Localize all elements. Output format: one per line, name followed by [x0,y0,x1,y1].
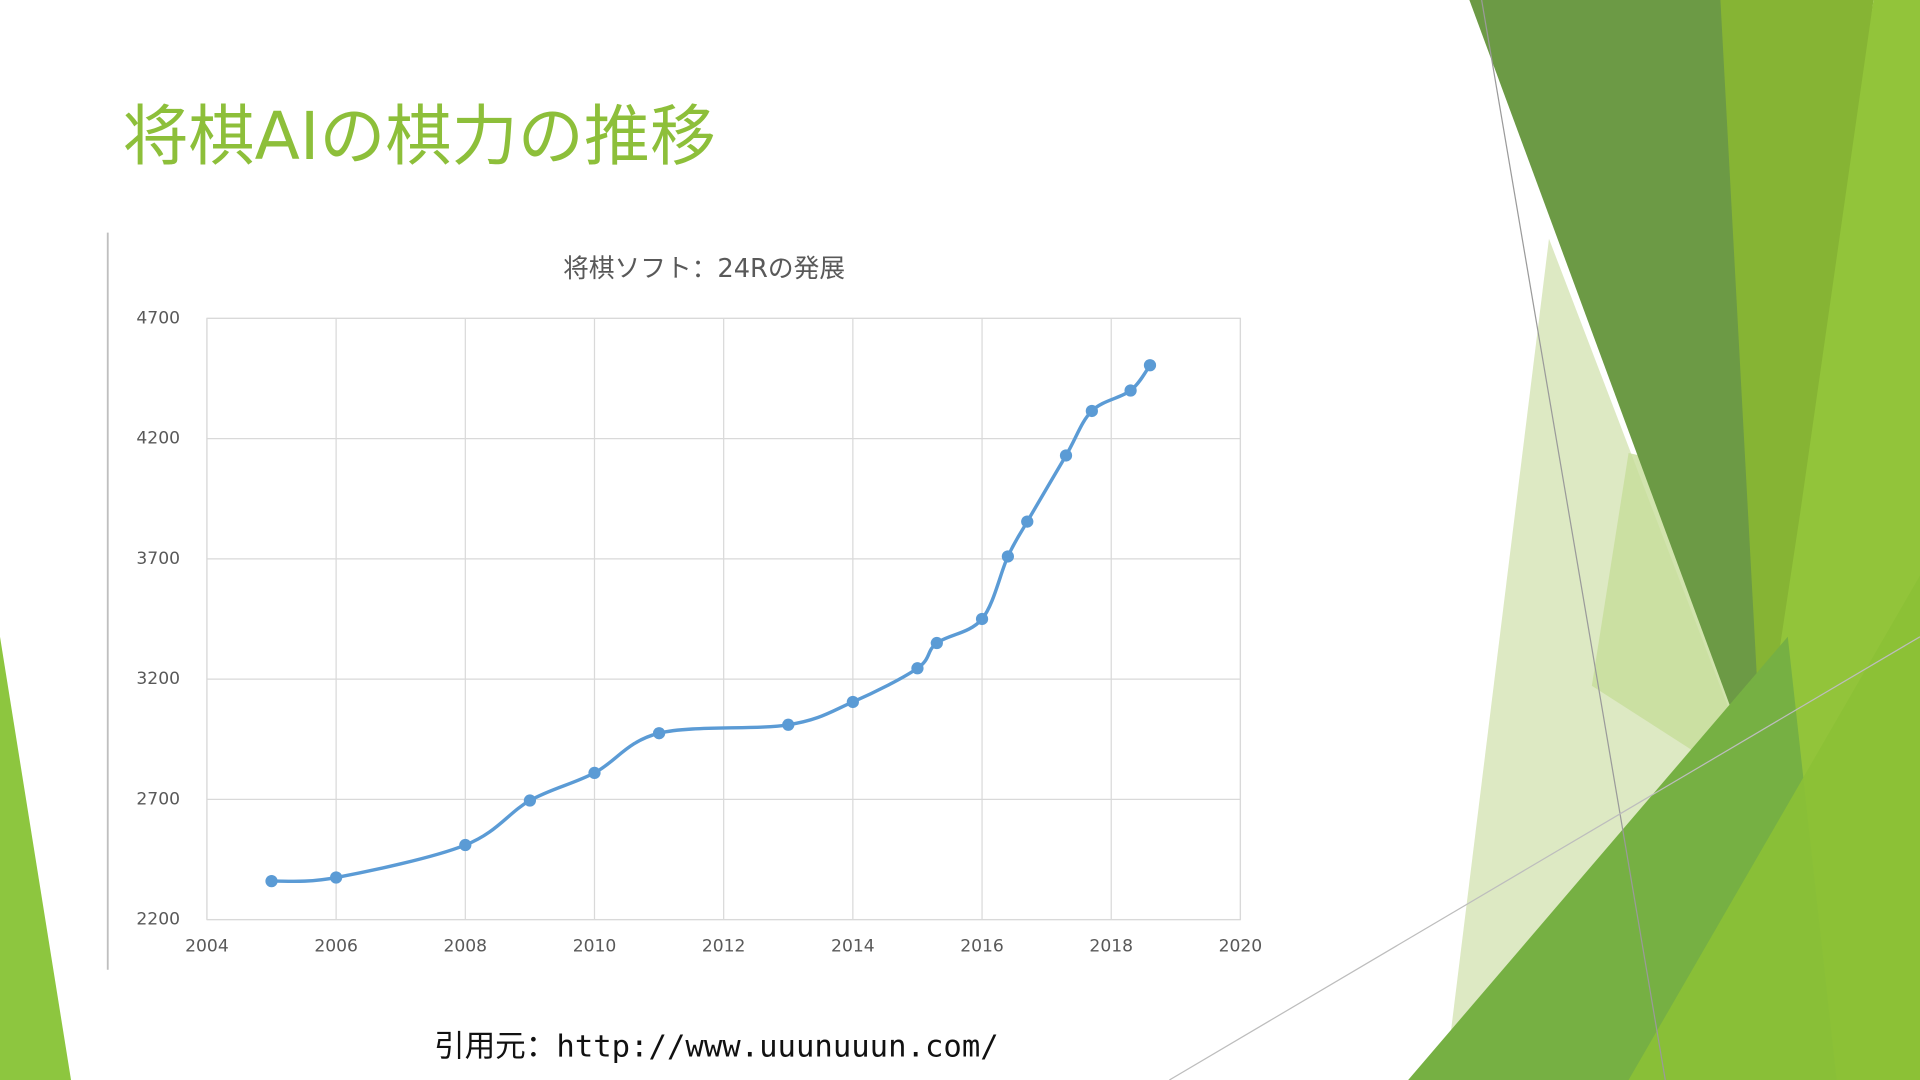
x-tick-label: 2006 [314,937,358,957]
data-point [975,612,989,626]
data-point [330,871,343,884]
data-point [911,662,924,675]
data-point [265,874,278,888]
data-point [1124,384,1137,397]
x-tick-label: 2020 [1219,937,1263,957]
source-note: 引用元：http://www.uuunuuun.com/ [434,1030,999,1065]
y-tick-label: 2200 [136,910,180,930]
x-tick-label: 2014 [831,937,875,957]
data-point [1143,359,1157,372]
data-point [652,727,666,740]
data-point [1085,404,1098,418]
y-tick-label: 2700 [136,789,180,809]
data-point [1001,550,1014,563]
y-tick-label: 3700 [136,549,180,569]
data-point [1021,515,1034,528]
series-line [271,364,1152,884]
y-tick-label: 4700 [136,308,180,328]
x-tick-label: 2010 [573,937,617,957]
x-tick-label: 2016 [960,937,1004,957]
data-point [782,718,795,731]
data-point [588,766,601,780]
data-point [930,636,943,650]
slide-title: 将棋AIの棋力の推移 [122,98,716,175]
x-tick-label: 2004 [185,937,229,957]
y-tick-label: 4200 [136,429,180,449]
plot-area: 2200 2700 3200 3700 4200 4700 2004 2006 2008 2010… [136,308,1262,956]
chart-title: 将棋ソフト：24Rの発展 [563,254,845,284]
x-tick-label: 2008 [444,937,488,957]
y-tick-label: 3200 [136,669,180,689]
data-point [846,695,859,709]
data-point [1059,449,1073,462]
data-point [523,794,537,807]
data-point [459,838,472,852]
x-tick-label: 2012 [702,937,746,957]
x-tick-label: 2018 [1089,937,1133,957]
